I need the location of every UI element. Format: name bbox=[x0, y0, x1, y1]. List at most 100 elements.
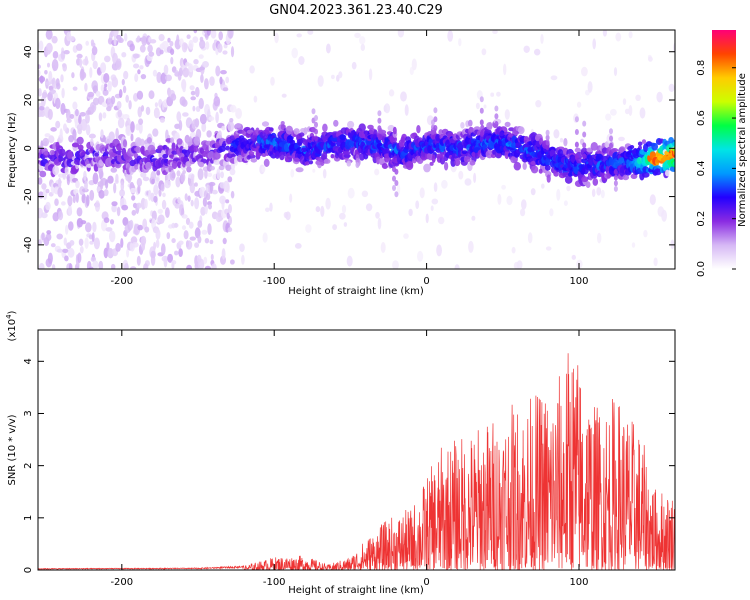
spectrogram-cell bbox=[314, 115, 318, 121]
spectrogram-cell bbox=[392, 185, 396, 191]
spectrogram-cell bbox=[227, 120, 235, 132]
spectrogram-cell bbox=[219, 195, 227, 205]
spectrogram-cell bbox=[88, 133, 96, 139]
spectrogram-cell bbox=[71, 72, 75, 79]
snr-y-ticks: 0 1 2 3 4 bbox=[23, 358, 675, 573]
spectrogram-cell bbox=[78, 114, 82, 125]
spectrogram-cell bbox=[239, 243, 245, 252]
spectrogram-cell bbox=[527, 232, 533, 244]
spectrogram-cell bbox=[210, 166, 215, 171]
spectrogram-cell bbox=[136, 177, 143, 187]
spectrogram-cell bbox=[545, 134, 550, 141]
spectrogram-cell bbox=[321, 151, 328, 161]
spectrogram-cell bbox=[182, 112, 189, 117]
spectrogram-cell bbox=[56, 82, 61, 90]
spectrogram-cell bbox=[433, 116, 438, 123]
spectrogram-cell bbox=[582, 131, 587, 138]
spectrogram-cell bbox=[76, 217, 83, 228]
spectrogram-cell bbox=[148, 90, 155, 100]
spectrogram-cell bbox=[38, 105, 45, 111]
spectrogram-cell bbox=[194, 242, 200, 248]
spectrogram-cell bbox=[171, 238, 176, 244]
spectrogram-cell bbox=[403, 233, 409, 239]
colorbar-ticks: 0.0 0.2 0.4 0.6 0.8 bbox=[696, 60, 736, 277]
spectrogram-cell bbox=[624, 108, 630, 115]
spectrogram-cell bbox=[143, 263, 149, 269]
spectrogram-cell bbox=[139, 44, 146, 53]
spectrogram-cell bbox=[494, 121, 499, 127]
spectrogram-cell bbox=[153, 184, 159, 196]
spectrogram-cell bbox=[269, 202, 273, 212]
spectrogram-cell bbox=[600, 189, 605, 199]
spectrogram-cell bbox=[208, 203, 212, 210]
spectrogram-cell bbox=[86, 260, 92, 269]
spectrogram-cell bbox=[181, 42, 188, 53]
spectrogram-cell bbox=[161, 199, 167, 210]
spectrogram-cell bbox=[187, 195, 191, 202]
spectrogram-cell bbox=[486, 122, 493, 130]
spectrogram-cell bbox=[62, 63, 67, 72]
spectrogram-cell bbox=[111, 201, 118, 207]
spectrogram-cell bbox=[504, 121, 511, 127]
spectrogram-frame bbox=[37, 29, 676, 270]
spectrogram-cell bbox=[178, 248, 183, 257]
spectrogram-cell bbox=[153, 241, 157, 251]
spectrogram-cell bbox=[605, 113, 612, 121]
spectrogram-cell bbox=[160, 183, 165, 192]
spectrogram-cell bbox=[631, 242, 636, 248]
spectrogram-cell bbox=[347, 120, 355, 129]
spectrogram-cells bbox=[38, 30, 675, 269]
y-tick-label: 4 bbox=[23, 358, 34, 364]
spectrogram-cell bbox=[618, 136, 625, 142]
spectrogram-cell bbox=[314, 121, 318, 128]
spectrogram-cell bbox=[609, 135, 613, 142]
spectrogram-cell bbox=[88, 266, 94, 269]
spectrogram-cell bbox=[473, 172, 477, 183]
spectrogram-cell bbox=[464, 178, 472, 186]
spectrogram-cell bbox=[392, 126, 397, 135]
spectrogram-cell bbox=[541, 183, 545, 189]
spectrogram-cell bbox=[141, 35, 147, 46]
spectrogram-cell bbox=[132, 53, 140, 59]
spectrogram-cell bbox=[425, 213, 429, 224]
spectrogram-cell bbox=[109, 230, 116, 243]
spectrogram-cell bbox=[609, 142, 613, 149]
spectrogram-cell bbox=[668, 83, 675, 92]
spectrogram-cell bbox=[182, 67, 190, 78]
spectrogram-cell bbox=[198, 161, 205, 168]
spectrogram-cell bbox=[394, 180, 399, 186]
spectrogram-cell bbox=[438, 129, 444, 136]
spectrogram-cell bbox=[205, 41, 210, 50]
spectrogram-cell bbox=[147, 44, 153, 53]
spectrogram-cell bbox=[281, 93, 287, 98]
spectrogram-cell bbox=[615, 32, 622, 42]
spectrogram-cell bbox=[408, 208, 413, 217]
y-tick-label: 0 bbox=[23, 567, 34, 573]
spectrogram-cell bbox=[333, 119, 339, 127]
spectrogram-cell bbox=[416, 125, 421, 134]
spectrogram-cell bbox=[51, 264, 56, 269]
spectrogram-cell bbox=[89, 67, 93, 78]
spectrogram-cell bbox=[181, 214, 188, 219]
spectrogram-cell bbox=[342, 150, 351, 155]
spectrogram-cell bbox=[38, 69, 41, 77]
colorbar-tick-label: 0.2 bbox=[696, 211, 707, 227]
spectrogram-cell bbox=[152, 69, 158, 77]
spectrogram-cell bbox=[481, 48, 487, 56]
spectrogram-cell bbox=[190, 199, 194, 207]
spectrogram-cell bbox=[199, 113, 207, 125]
spectrogram-cell bbox=[167, 37, 171, 43]
spectrogram-cell bbox=[45, 233, 52, 242]
spectrogram-cell bbox=[235, 123, 242, 128]
spectrogram-cell bbox=[107, 80, 112, 92]
spectrogram-cell bbox=[130, 133, 134, 142]
spectrogram-cell bbox=[137, 69, 141, 75]
spectrogram-cell bbox=[57, 177, 62, 190]
spectrogram-cell bbox=[317, 75, 324, 87]
spectrogram-cell bbox=[113, 182, 117, 194]
spectrogram-cell bbox=[154, 107, 160, 118]
spectrogram-cell bbox=[84, 55, 89, 66]
spectrogram-cell bbox=[294, 243, 302, 249]
spectrogram-cell bbox=[89, 240, 94, 245]
spectrogram-cell bbox=[262, 232, 268, 243]
